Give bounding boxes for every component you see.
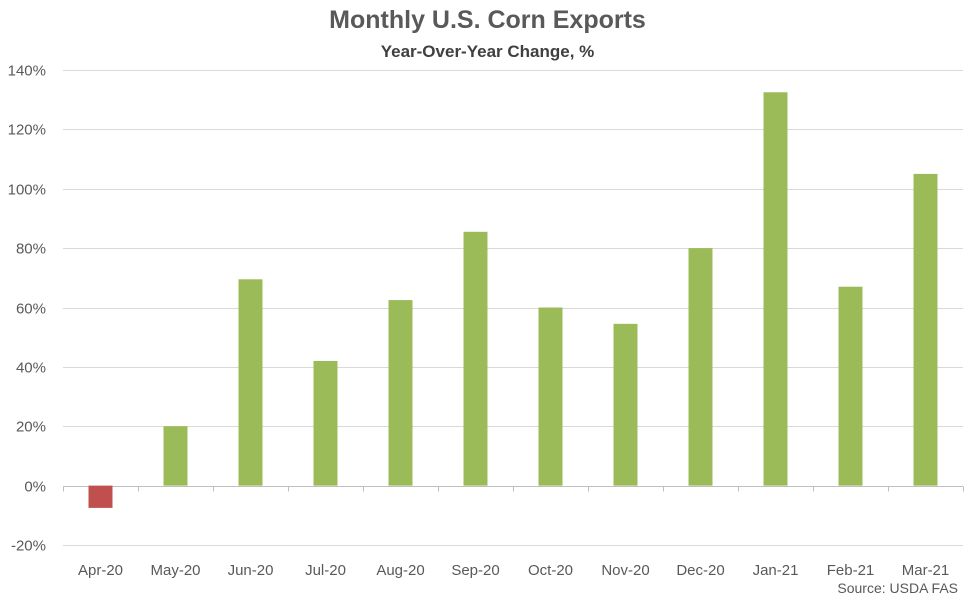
bar-oct-20	[538, 307, 563, 486]
bar-aug-20	[388, 300, 413, 486]
x-axis-tick-labels: Apr-20 May-20 Jun-20 Jul-20 Aug-20 Sep-20 Oct-…	[78, 562, 949, 579]
bar-jul-20	[313, 360, 338, 486]
x-tick-label: Jul-20	[305, 562, 346, 579]
x-tick-label: Jun-20	[228, 562, 274, 579]
bar-jun-20	[238, 279, 263, 486]
x-tick-label: Dec-20	[676, 562, 724, 579]
bar-apr-20	[88, 485, 113, 508]
x-tick-label: Sep-20	[451, 562, 499, 579]
y-tick-label: -20%	[11, 538, 46, 555]
y-tick-label: 0%	[24, 479, 46, 496]
x-tick-label: Nov-20	[601, 562, 649, 579]
x-tick-label: Apr-20	[78, 562, 123, 579]
bar-mar-21	[913, 173, 938, 486]
y-tick-label: 60%	[16, 301, 46, 318]
bar-feb-21	[838, 286, 863, 486]
x-tick-label: Oct-20	[528, 562, 573, 579]
chart-source: Source: USDA FAS	[837, 580, 958, 596]
bars	[88, 92, 938, 508]
y-tick-label: 80%	[16, 241, 46, 258]
y-tick-label: 20%	[16, 419, 46, 436]
y-tick-label: 40%	[16, 360, 46, 377]
chart-subtitle: Year-Over-Year Change, %	[380, 42, 595, 61]
y-tick-label: 120%	[8, 122, 46, 139]
bar-dec-20	[688, 248, 713, 486]
x-tick-label: May-20	[150, 562, 200, 579]
gridlines	[63, 70, 964, 546]
x-tick-label: Feb-21	[827, 562, 875, 579]
bar-sep-20	[463, 231, 488, 486]
x-tick-label: Jan-21	[753, 562, 799, 579]
bar-jan-21	[763, 92, 788, 486]
chart-title: Monthly U.S. Corn Exports	[329, 6, 646, 34]
y-tick-label: 140%	[8, 63, 46, 80]
y-tick-label: 100%	[8, 182, 46, 199]
x-tick-label: Aug-20	[376, 562, 424, 579]
bar-may-20	[163, 426, 188, 486]
bar-nov-20	[613, 323, 638, 486]
x-tick-label: Mar-21	[902, 562, 950, 579]
y-axis-tick-labels: -20% 0% 20% 40% 60% 80% 100% 120% 140%	[8, 63, 46, 555]
